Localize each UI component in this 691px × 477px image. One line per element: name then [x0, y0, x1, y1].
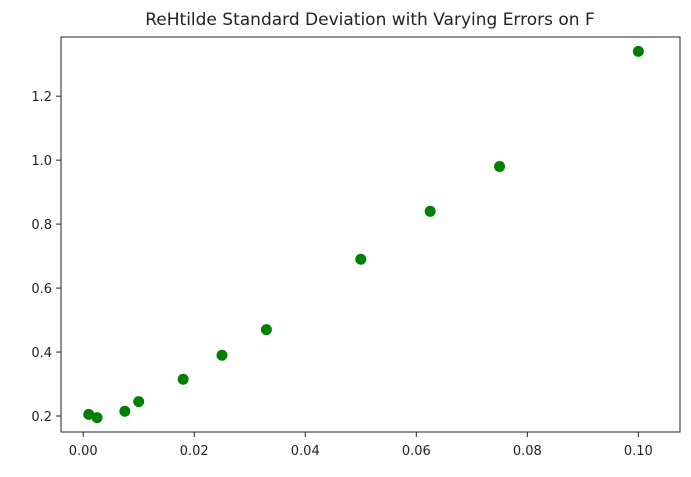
scatter-points [83, 45, 644, 424]
data-point [91, 412, 103, 424]
x-axis: 0.00 0.02 0.04 0.06 0.08 0.10 [69, 432, 653, 459]
data-point [424, 205, 436, 217]
data-point [133, 396, 145, 408]
x-tick-label: 0.02 [180, 444, 209, 459]
x-tick-label: 0.04 [291, 444, 320, 459]
y-tick-label: 0.8 [31, 218, 52, 233]
data-point [355, 253, 367, 265]
data-point [119, 405, 131, 417]
y-tick-label: 0.4 [31, 346, 52, 361]
data-point [494, 161, 506, 173]
data-point [216, 349, 228, 361]
x-tick-label: 0.06 [402, 444, 431, 459]
x-tick-label: 0.10 [624, 444, 653, 459]
data-point [83, 408, 95, 420]
y-tick-label: 0.2 [31, 410, 52, 425]
x-tick-label: 0.08 [513, 444, 542, 459]
y-axis: 0.2 0.4 0.6 0.8 1.0 1.2 [31, 90, 61, 425]
plot-frame [60, 36, 681, 433]
y-tick-label: 1.0 [31, 154, 52, 169]
y-tick-label: 1.2 [31, 90, 52, 105]
x-tick-label: 0.00 [69, 444, 98, 459]
chart-title: ReHtilde Standard Deviation with Varying… [145, 10, 595, 30]
data-point [177, 373, 189, 385]
y-tick-label: 0.6 [31, 282, 52, 297]
data-point [632, 45, 644, 57]
data-point [260, 324, 272, 336]
